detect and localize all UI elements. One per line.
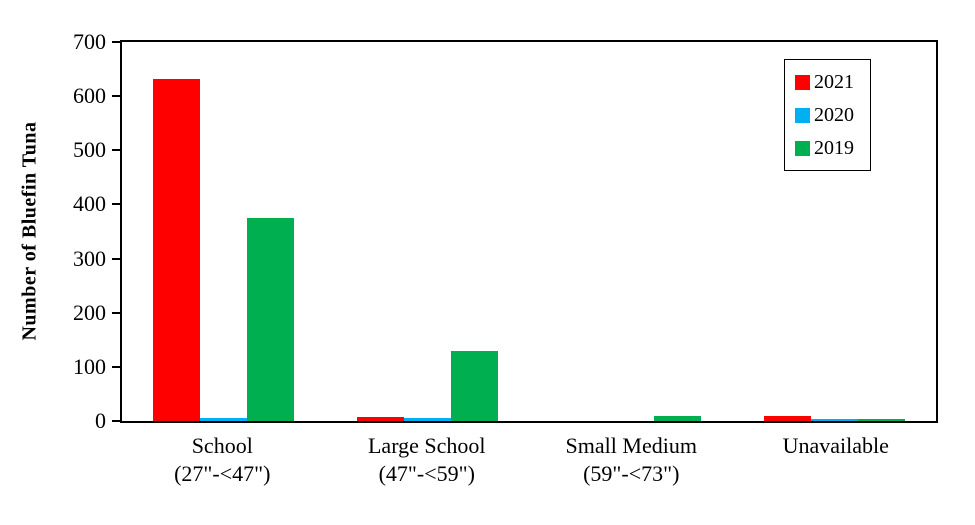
x-tick-label-unavailable: Unavailable xyxy=(734,432,939,487)
y-tick-label: 100 xyxy=(73,353,106,379)
y-tick-mark xyxy=(112,95,120,98)
bar-group-unavailable xyxy=(733,42,937,421)
y-tick-label: 400 xyxy=(73,191,106,217)
bar-2019-school xyxy=(247,217,295,421)
legend-swatch-2020 xyxy=(795,107,810,123)
legend: 2021 2020 2019 xyxy=(784,59,871,171)
category-size-range: (59"-<73") xyxy=(583,460,680,486)
y-axis-title: Number of Bluefin Tuna xyxy=(18,121,41,341)
y-tick-label: 500 xyxy=(73,137,106,163)
bar-2020-school xyxy=(200,418,248,421)
bar-group-large-school xyxy=(326,42,530,421)
bar-groups xyxy=(122,42,936,421)
bar-2020-unavailable xyxy=(810,419,858,421)
y-tick-label: 200 xyxy=(73,299,106,325)
x-tick-label-school: School (27"-<47") xyxy=(120,432,325,487)
y-tick-label: 0 xyxy=(95,408,106,433)
bar-2020-large-school xyxy=(403,418,451,421)
bar-2019-large-school xyxy=(450,350,498,421)
y-tick-mark xyxy=(112,41,120,43)
y-tick-mark xyxy=(112,257,120,260)
plot-area: 0 100 200 300 400 500 600 700 2021 2020 2019 xyxy=(73,31,938,432)
y-tick-mark xyxy=(112,311,120,314)
x-tick-label-large-school: Large School (47"-<59") xyxy=(325,432,530,487)
y-tick-mark xyxy=(112,365,120,368)
bar-2019-small-medium xyxy=(654,415,702,421)
bar-2021-large-school xyxy=(356,416,404,421)
category-name: Large School xyxy=(367,433,486,458)
y-tick-mark xyxy=(112,203,120,206)
category-name: Small Medium xyxy=(565,433,697,458)
legend-swatch-2021 xyxy=(795,74,810,90)
y-tick-label: 700 xyxy=(73,29,106,54)
bar-group-small-medium xyxy=(529,42,733,421)
bar-group-school xyxy=(122,42,326,421)
legend-item-2020: 2020 xyxy=(795,105,854,125)
legend-label: 2020 xyxy=(814,104,854,126)
legend-label: 2019 xyxy=(814,137,854,159)
category-size-range: (27"-<47") xyxy=(174,460,271,486)
bar-2021-school xyxy=(153,78,201,421)
y-tick-label: 300 xyxy=(73,245,106,271)
category-name: School xyxy=(191,433,253,458)
y-tick-mark xyxy=(112,149,120,152)
bar-2019-unavailable xyxy=(857,419,905,421)
legend-label: 2021 xyxy=(814,71,854,93)
legend-item-2019: 2019 xyxy=(795,138,854,158)
y-tick-mark xyxy=(112,420,120,422)
legend-item-2021: 2021 xyxy=(795,72,854,92)
category-size-range: (47"-<59") xyxy=(378,460,475,486)
y-tick-label: 600 xyxy=(73,83,106,109)
category-name: Unavailable xyxy=(782,433,889,458)
legend-swatch-2019 xyxy=(795,140,810,156)
x-tick-label-small-medium: Small Medium (59"-<73") xyxy=(529,432,734,487)
x-axis-labels: School (27"-<47") Large School (47"-<59") Sm… xyxy=(120,432,938,487)
bar-2021-unavailable xyxy=(763,415,811,421)
